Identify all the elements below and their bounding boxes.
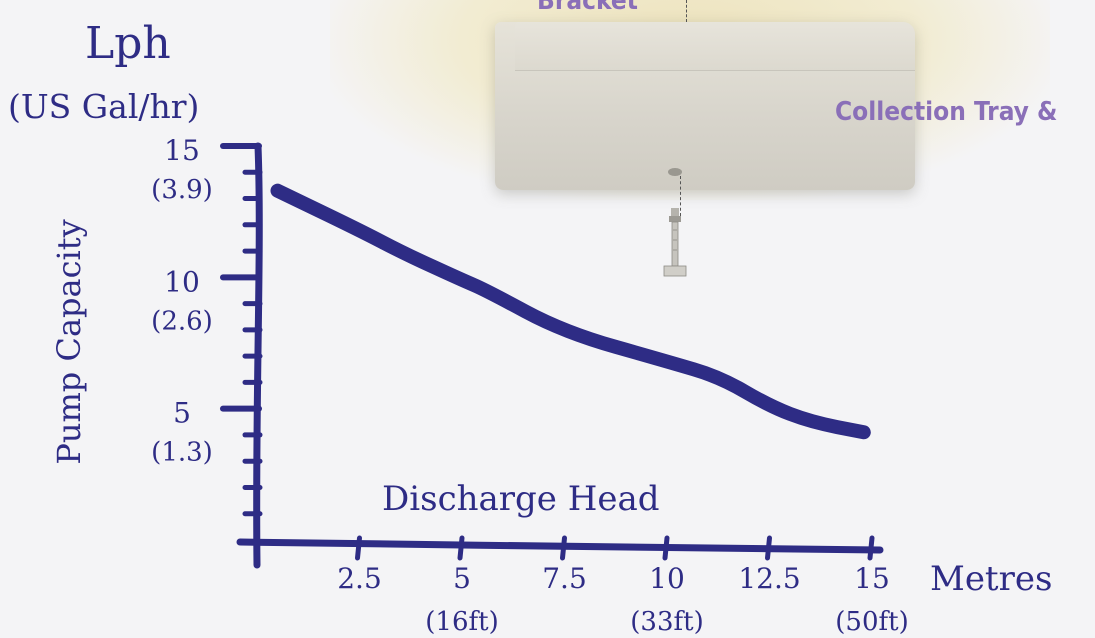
- chart-subtitle: (US Gal/hr): [8, 87, 199, 126]
- tray-drain-hole: [668, 168, 682, 176]
- x-tick-label: 2.5: [337, 562, 382, 595]
- fitting-leader-line: [680, 176, 681, 216]
- x-major-tick: [765, 535, 772, 561]
- x-major-tick: [867, 535, 875, 561]
- x-axis-label: Metres: [930, 559, 1052, 599]
- collection-tray-lid: [515, 22, 915, 71]
- x-major-tick: [662, 535, 670, 561]
- y-tick-sublabel: (3.9): [151, 175, 213, 205]
- chart-title: Lph: [85, 18, 171, 69]
- x-tick-sublabel: (50ft): [835, 607, 908, 637]
- x-tick-label: 5: [453, 562, 471, 595]
- y-axis-label: Pump Capacity: [50, 219, 88, 464]
- x-axis-line: [236, 538, 884, 554]
- x-tick-label: 10: [649, 562, 685, 595]
- x-major-tick: [355, 535, 362, 561]
- x-tick-sublabel: (33ft): [630, 607, 703, 637]
- x-major-tick: [560, 535, 567, 561]
- x-tick-label: 7.5: [542, 562, 587, 595]
- chart-axes: [236, 142, 884, 569]
- drain-fitting-photo: [663, 208, 687, 277]
- discharge-head-annotation: Discharge Head: [382, 479, 660, 519]
- y-minor-ticks: [242, 169, 263, 517]
- y-tick-label: 15: [164, 134, 200, 167]
- x-tick-label: 15: [854, 562, 890, 595]
- bracket-label: Bracket: [537, 0, 638, 16]
- y-axis-line: [253, 142, 263, 569]
- y-tick-sublabel: (2.6): [151, 306, 213, 336]
- y-tick-label: 5: [173, 397, 191, 430]
- major-ticks: [220, 143, 875, 561]
- series-line-pump-capacity: [270, 183, 871, 440]
- y-tick-sublabel: (1.3): [151, 438, 213, 468]
- collection-tray-label: Collection Tray &: [835, 97, 1058, 127]
- x-tick-sublabel: (16ft): [425, 607, 498, 637]
- tick-labels: 5 (1.3) 10 (2.6) 15 (3.9) 2.5 5 (16ft) 7.5 10 (33ft…: [151, 134, 909, 637]
- bracket-leader-line: [686, 0, 687, 22]
- x-major-tick: [457, 535, 465, 561]
- x-tick-label: 12.5: [738, 562, 800, 595]
- y-tick-label: 10: [164, 265, 200, 298]
